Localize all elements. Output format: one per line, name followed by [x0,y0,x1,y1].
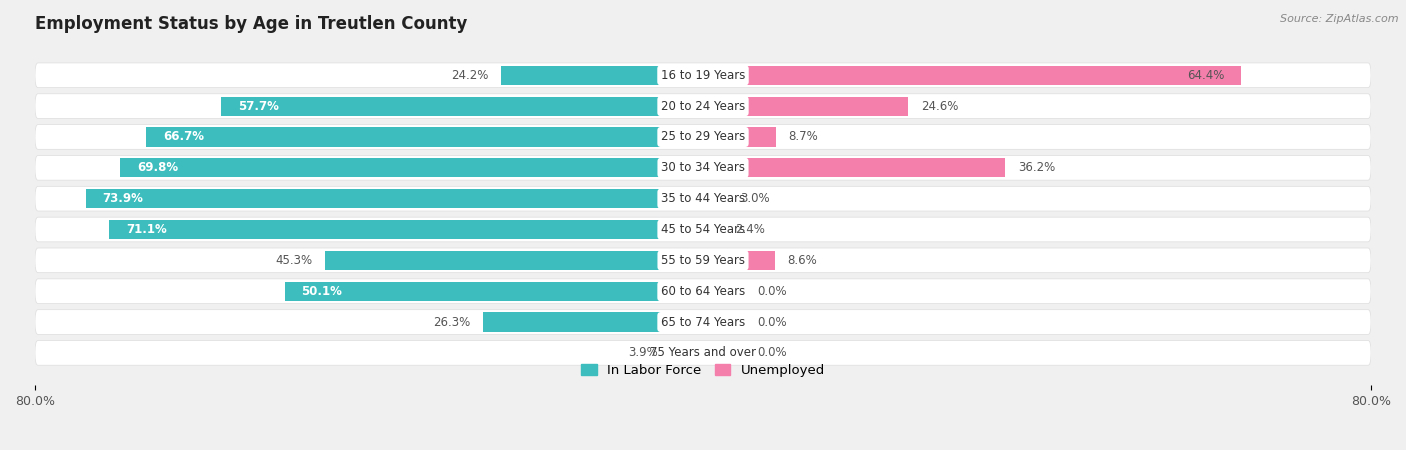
Bar [284,282,703,301]
FancyBboxPatch shape [35,63,1371,88]
Text: 45.3%: 45.3% [276,254,312,267]
Bar [703,127,776,147]
Text: 66.7%: 66.7% [163,130,204,144]
FancyBboxPatch shape [35,156,1371,180]
Text: 16 to 19 Years: 16 to 19 Years [661,69,745,82]
Bar [703,312,745,332]
Text: 30 to 34 Years: 30 to 34 Years [661,161,745,174]
Text: 69.8%: 69.8% [136,161,179,174]
Bar [703,97,908,116]
Bar [703,66,1240,85]
FancyBboxPatch shape [35,94,1371,118]
Text: 57.7%: 57.7% [238,99,278,112]
Text: 50.1%: 50.1% [301,285,342,298]
Text: 25 to 29 Years: 25 to 29 Years [661,130,745,144]
Text: 36.2%: 36.2% [1018,161,1054,174]
Bar [703,189,728,208]
FancyBboxPatch shape [35,341,1371,365]
Text: 65 to 74 Years: 65 to 74 Years [661,315,745,328]
Bar [221,97,703,116]
Bar [120,158,703,177]
Text: 0.0%: 0.0% [758,315,787,328]
FancyBboxPatch shape [35,217,1371,242]
Bar [484,312,703,332]
Bar [671,343,703,362]
Text: 20 to 24 Years: 20 to 24 Years [661,99,745,112]
FancyBboxPatch shape [35,186,1371,211]
Bar [703,282,745,301]
Text: 73.9%: 73.9% [103,192,143,205]
FancyBboxPatch shape [35,248,1371,273]
Text: 8.6%: 8.6% [787,254,817,267]
Text: Source: ZipAtlas.com: Source: ZipAtlas.com [1281,14,1399,23]
Text: 71.1%: 71.1% [127,223,167,236]
Bar [703,251,775,270]
Text: 0.0%: 0.0% [758,346,787,360]
Text: 3.0%: 3.0% [741,192,770,205]
FancyBboxPatch shape [35,279,1371,304]
FancyBboxPatch shape [35,125,1371,149]
Text: 45 to 54 Years: 45 to 54 Years [661,223,745,236]
FancyBboxPatch shape [35,310,1371,334]
Text: 24.2%: 24.2% [451,69,488,82]
Bar [110,220,703,239]
Text: 35 to 44 Years: 35 to 44 Years [661,192,745,205]
Text: 64.4%: 64.4% [1187,69,1225,82]
Bar [325,251,703,270]
Legend: In Labor Force, Unemployed: In Labor Force, Unemployed [575,359,831,382]
Text: 60 to 64 Years: 60 to 64 Years [661,285,745,298]
Text: 24.6%: 24.6% [921,99,959,112]
Bar [703,343,745,362]
Text: 55 to 59 Years: 55 to 59 Years [661,254,745,267]
Bar [703,158,1005,177]
Text: 3.9%: 3.9% [628,346,658,360]
Bar [501,66,703,85]
Text: 26.3%: 26.3% [433,315,471,328]
Text: 2.4%: 2.4% [735,223,765,236]
Text: 8.7%: 8.7% [789,130,818,144]
Text: 75 Years and over: 75 Years and over [650,346,756,360]
Bar [86,189,703,208]
Text: 0.0%: 0.0% [758,285,787,298]
Bar [703,220,723,239]
Text: Employment Status by Age in Treutlen County: Employment Status by Age in Treutlen Cou… [35,15,467,33]
Bar [146,127,703,147]
